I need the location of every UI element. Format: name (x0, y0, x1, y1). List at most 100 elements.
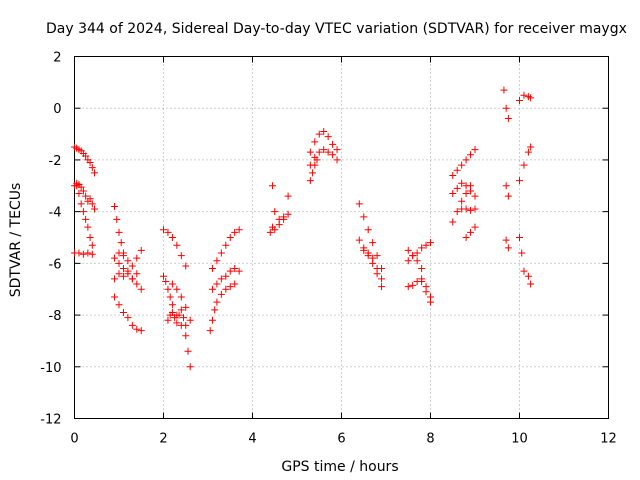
series-arc-10 (160, 226, 190, 270)
series-arc-12 (164, 306, 190, 329)
data-point (113, 215, 121, 223)
data-point (82, 152, 90, 160)
data-point (173, 241, 181, 249)
y-tick-label: -10 (40, 361, 61, 376)
data-point (413, 249, 421, 257)
data-point (73, 182, 81, 190)
data-point (458, 161, 466, 169)
series-arc-19 (306, 127, 341, 156)
data-point (86, 234, 94, 241)
data-point (449, 218, 457, 226)
data-point (378, 283, 386, 291)
y-tick-label: -8 (49, 309, 62, 324)
series-arc-07 (111, 267, 141, 283)
data-point (128, 262, 136, 270)
data-point (520, 91, 528, 99)
data-point (82, 192, 90, 200)
data-point (275, 215, 283, 223)
data-point (117, 239, 125, 247)
data-point (213, 298, 221, 306)
data-point (467, 182, 475, 190)
data-point (222, 241, 230, 249)
data-point (378, 275, 386, 283)
data-point (369, 239, 377, 247)
data-point (284, 192, 292, 200)
x-tick-label: 8 (426, 432, 434, 447)
data-point (453, 184, 461, 192)
data-point (111, 275, 119, 283)
data-point (355, 236, 363, 244)
data-point (208, 316, 216, 324)
series-arc-11 (160, 272, 194, 371)
x-tick-label: 12 (600, 432, 617, 447)
data-point (182, 262, 190, 270)
data-point (449, 190, 457, 198)
data-point (309, 169, 317, 177)
data-point (164, 228, 172, 236)
series-arc-29 (449, 146, 479, 179)
data-point (520, 267, 528, 275)
data-point (502, 104, 510, 112)
data-point (467, 206, 475, 214)
data-point (133, 325, 141, 333)
series-arc-09 (111, 293, 145, 335)
data-point (409, 252, 417, 260)
data-point (182, 321, 190, 329)
data-point (208, 265, 216, 273)
series-arc-35 (502, 182, 512, 200)
data-point (166, 293, 174, 301)
series-arc-37 (516, 91, 535, 104)
data-point (75, 249, 83, 257)
data-point (119, 308, 127, 316)
data-point (404, 246, 412, 254)
data-point (79, 208, 87, 216)
data-point (413, 257, 421, 265)
data-point (467, 228, 475, 236)
data-point (471, 205, 479, 213)
series-arc-21 (306, 156, 321, 185)
data-point (128, 275, 136, 283)
chart-title: Day 344 of 2024, Sidereal Day-to-day VTE… (46, 21, 627, 37)
data-point (124, 270, 132, 278)
y-axis-label: SDTVAR / TECUs (8, 183, 24, 298)
data-point (502, 236, 510, 244)
data-point (527, 280, 535, 288)
data-point (266, 228, 274, 236)
data-point (186, 363, 194, 371)
y-tick-label: -6 (49, 257, 62, 272)
data-point (211, 306, 219, 314)
series-arc-04 (71, 249, 96, 258)
series-arc-18 (269, 182, 292, 223)
series-arc-36 (502, 236, 512, 252)
data-point (524, 272, 532, 280)
data-point (306, 177, 314, 185)
data-point (320, 146, 328, 154)
data-point (173, 285, 181, 293)
data-point (516, 234, 523, 241)
series-arc-34 (500, 86, 512, 123)
data-point (324, 148, 332, 156)
series-arc-23 (355, 236, 386, 291)
data-point (115, 228, 123, 236)
data-point (524, 148, 532, 156)
data-point (516, 177, 523, 185)
data-point (177, 306, 185, 314)
data-point (175, 311, 183, 319)
data-point (427, 298, 434, 306)
data-point (471, 146, 479, 154)
grid (74, 56, 609, 419)
x-tick-label: 10 (511, 432, 528, 447)
data-point (471, 223, 479, 231)
data-point (269, 182, 277, 190)
axis-ticks: 0 2 4 6 8 10 12 -12 -10 -8 -6 -4 -2 0 2 (40, 51, 617, 447)
data-point (315, 130, 323, 138)
data-point (453, 166, 461, 174)
y-tick-label: 0 (53, 102, 61, 117)
data-point (77, 183, 85, 191)
data-point (226, 267, 234, 275)
series-arc-05 (111, 202, 127, 257)
data-point (217, 249, 225, 257)
series-arc-28 (418, 277, 434, 306)
series-arc-38 (516, 143, 535, 185)
data-point (462, 205, 470, 213)
